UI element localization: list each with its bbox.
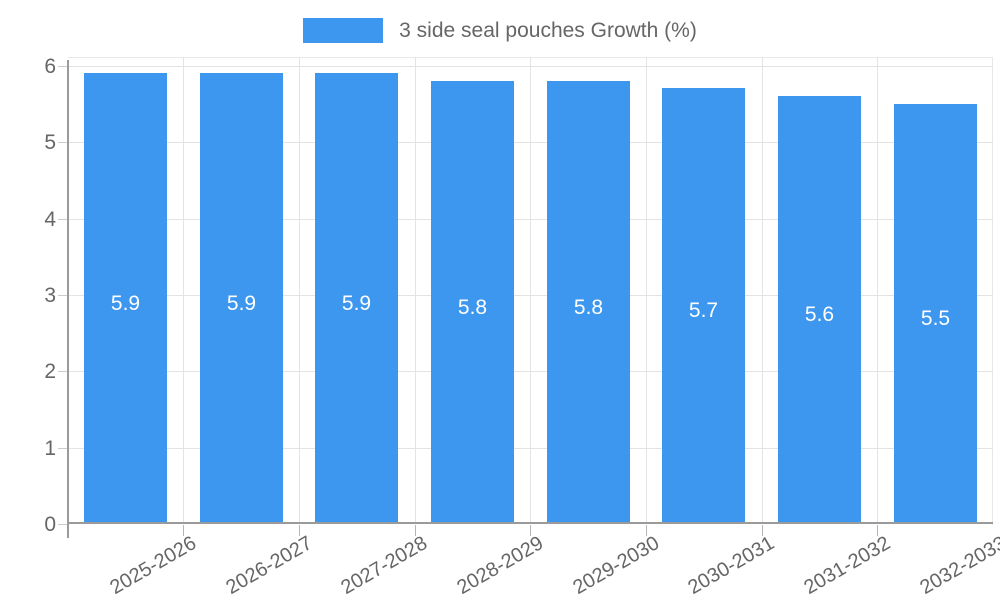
x-axis-line <box>68 522 993 524</box>
bar-value-label: 5.8 <box>573 296 604 319</box>
y-axis-label-2: 2 <box>44 360 56 383</box>
gridline-vertical <box>646 57 647 524</box>
gridline-vertical <box>877 57 878 524</box>
x-axis-label-2026-2027: 2026-2027 <box>222 532 317 600</box>
x-axis-tick-mark <box>415 525 416 536</box>
x-axis-labels: 2025-2026 2026-2027 2027-2028 2028-2029 … <box>68 525 1000 600</box>
plot-area: 5.9 5.9 5.9 5.8 5.8 5.7 5.6 5.5 <box>68 57 993 525</box>
y-axis-tick-mark <box>58 371 68 372</box>
bar-value-label: 5.9 <box>226 292 257 315</box>
legend-item-3-side-seal-pouches-growth[interactable]: 3 side seal pouches Growth (%) <box>303 17 697 43</box>
bar-2032-2033[interactable]: 5.5 <box>894 104 977 523</box>
bar-value-label: 5.9 <box>110 292 141 315</box>
x-axis-label-2031-2032: 2031-2032 <box>800 532 895 600</box>
bar-2029-2030[interactable]: 5.8 <box>547 81 630 523</box>
bars-layer: 5.9 5.9 5.9 5.8 5.8 5.7 5.6 5.5 <box>68 57 993 525</box>
bar-2025-2026[interactable]: 5.9 <box>84 73 167 523</box>
bar-2027-2028[interactable]: 5.9 <box>315 73 398 523</box>
y-axis-tick-mark <box>58 448 68 449</box>
x-axis-tick-mark <box>299 525 300 536</box>
y-axis-tick-mark <box>58 66 68 67</box>
bar-value-label: 5.6 <box>804 303 835 326</box>
x-axis-label-2030-2031: 2030-2031 <box>684 532 779 600</box>
y-axis-label-6: 6 <box>44 55 56 78</box>
bar-value-label: 5.7 <box>688 299 719 322</box>
gridline-vertical <box>299 57 300 524</box>
x-axis-tick-mark <box>530 525 531 536</box>
x-axis-label-2028-2029: 2028-2029 <box>453 532 548 600</box>
gridline-vertical <box>762 57 763 524</box>
y-axis-tick-mark <box>58 295 68 296</box>
legend-color-swatch-icon <box>303 17 384 43</box>
bar-2030-2031[interactable]: 5.7 <box>662 88 745 523</box>
y-axis-label-4: 4 <box>44 208 56 231</box>
bar-2028-2029[interactable]: 5.8 <box>431 81 514 523</box>
chart-legend: 3 side seal pouches Growth (%) <box>0 12 1000 48</box>
x-axis-label-2025-2026: 2025-2026 <box>106 532 201 600</box>
gridline-vertical <box>530 57 531 524</box>
y-axis-label-1: 1 <box>44 437 56 460</box>
x-axis-tick-mark <box>877 525 878 536</box>
y-axis-tick-mark <box>58 524 68 525</box>
y-axis-line <box>67 60 69 538</box>
legend-label: 3 side seal pouches Growth (%) <box>399 18 697 42</box>
x-axis-label-2029-2030: 2029-2030 <box>569 532 664 600</box>
y-axis-labels: 6 5 4 3 2 1 0 <box>0 55 56 535</box>
gridline-vertical <box>415 57 416 524</box>
x-axis-tick-mark <box>762 525 763 536</box>
y-axis-tick-mark <box>58 142 68 143</box>
y-axis-label-5: 5 <box>44 131 56 154</box>
bar-2031-2032[interactable]: 5.6 <box>778 96 861 523</box>
gridline-vertical <box>183 57 184 524</box>
bar-value-label: 5.8 <box>457 296 488 319</box>
plot-right-border <box>992 57 993 525</box>
x-axis-tick-mark <box>183 525 184 536</box>
bar-value-label: 5.9 <box>341 292 372 315</box>
y-axis-label-3: 3 <box>44 284 56 307</box>
y-axis-label-0: 0 <box>44 513 56 536</box>
x-axis-label-2027-2028: 2027-2028 <box>337 532 432 600</box>
y-axis-tick-marks <box>0 57 68 525</box>
x-axis-tick-mark <box>646 525 647 536</box>
x-axis-label-2032-2033: 2032-2033 <box>916 532 1000 600</box>
y-axis-tick-mark <box>58 219 68 220</box>
bar-2026-2027[interactable]: 5.9 <box>200 73 283 523</box>
bar-value-label: 5.5 <box>920 307 951 330</box>
